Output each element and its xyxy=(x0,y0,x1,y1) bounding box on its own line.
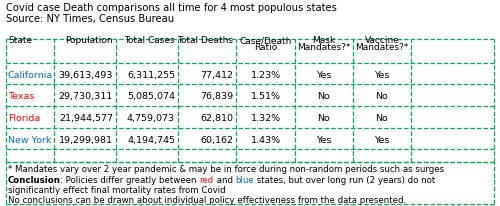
Text: Mandates?*: Mandates?* xyxy=(298,43,350,52)
Text: and: and xyxy=(214,176,236,185)
Text: No: No xyxy=(318,92,330,101)
Text: Vaccine: Vaccine xyxy=(364,36,400,45)
Text: 77,412: 77,412 xyxy=(200,71,233,80)
Text: Florida: Florida xyxy=(8,114,40,123)
Text: significantly effect final mortality rates from Covid: significantly effect final mortality rat… xyxy=(8,186,225,195)
Text: Yes: Yes xyxy=(374,136,390,145)
Text: 1.43%: 1.43% xyxy=(250,136,280,145)
Text: 4,194,745: 4,194,745 xyxy=(127,136,175,145)
Text: 5,085,074: 5,085,074 xyxy=(127,92,175,101)
Text: 1.32%: 1.32% xyxy=(250,114,280,123)
Text: states, but over long run (2 years) do not: states, but over long run (2 years) do n… xyxy=(254,176,436,185)
Text: Total Deaths: Total Deaths xyxy=(177,36,233,45)
Text: 1.51%: 1.51% xyxy=(250,92,280,101)
Text: Ratio: Ratio xyxy=(254,43,277,52)
Text: Covid case Death comparisons all time for 4 most populous states: Covid case Death comparisons all time fo… xyxy=(6,3,337,13)
Text: blue: blue xyxy=(236,176,255,185)
Text: Texas: Texas xyxy=(8,92,34,101)
Text: 1.23%: 1.23% xyxy=(250,71,280,80)
Text: No: No xyxy=(376,92,388,101)
Text: Case/Death: Case/Death xyxy=(240,36,292,45)
Text: 62,810: 62,810 xyxy=(200,114,233,123)
Text: California: California xyxy=(8,71,53,80)
Text: 19,299,981: 19,299,981 xyxy=(59,136,113,145)
Text: State: State xyxy=(8,36,32,45)
Text: 39,613,493: 39,613,493 xyxy=(58,71,113,80)
Text: 60,162: 60,162 xyxy=(200,136,233,145)
Text: Yes: Yes xyxy=(374,71,390,80)
Text: 4,759,073: 4,759,073 xyxy=(127,114,175,123)
Text: Mandates?*: Mandates?* xyxy=(356,43,408,52)
Text: 6,311,255: 6,311,255 xyxy=(127,71,175,80)
Text: Conclusion: Conclusion xyxy=(8,176,60,185)
Text: 29,730,311: 29,730,311 xyxy=(59,92,113,101)
Text: No: No xyxy=(376,114,388,123)
Text: No conclusions can be drawn about individual policy effectiveness from the data : No conclusions can be drawn about indivi… xyxy=(8,196,406,205)
Text: Yes: Yes xyxy=(316,136,332,145)
Text: New York: New York xyxy=(8,136,52,145)
Text: Total Cases: Total Cases xyxy=(124,36,175,45)
Text: Population: Population xyxy=(66,36,113,45)
Text: 21,944,577: 21,944,577 xyxy=(59,114,113,123)
Text: red: red xyxy=(200,176,214,185)
Text: Mask: Mask xyxy=(312,36,336,45)
Text: Yes: Yes xyxy=(316,71,332,80)
Text: * Mandates vary over 2 year pandemic & may be in force during non-random periods: * Mandates vary over 2 year pandemic & m… xyxy=(8,165,444,174)
Text: Source: NY Times, Census Bureau: Source: NY Times, Census Bureau xyxy=(6,14,174,25)
Text: : Policies differ greatly between: : Policies differ greatly between xyxy=(60,176,200,185)
Text: 76,839: 76,839 xyxy=(200,92,233,101)
Text: No: No xyxy=(318,114,330,123)
